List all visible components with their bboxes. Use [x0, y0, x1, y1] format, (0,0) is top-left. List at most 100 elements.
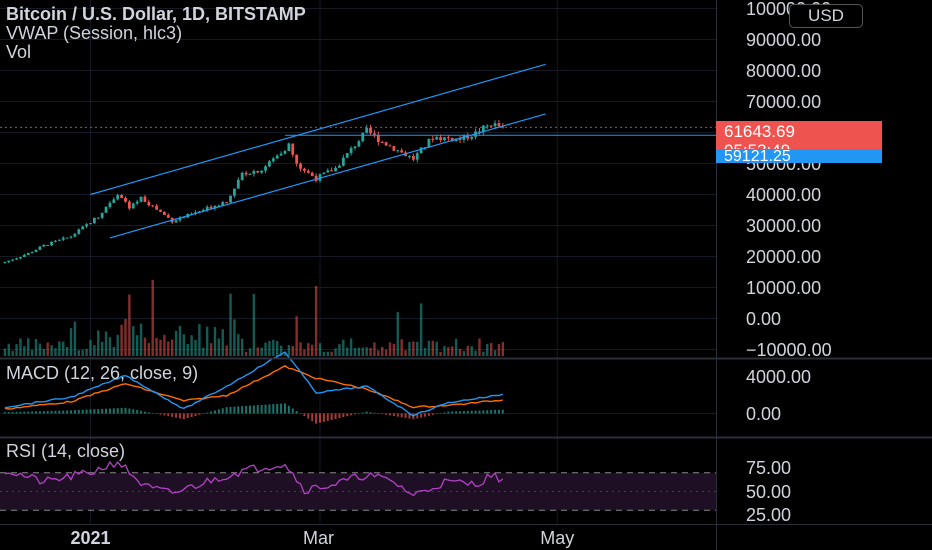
volume-bar: [346, 347, 349, 356]
macd-legend[interactable]: MACD (12, 26, close, 9): [6, 363, 199, 383]
macd-histogram-bar: [486, 410, 489, 414]
macd-histogram-bar: [182, 413, 185, 420]
macd-histogram-bar: [291, 408, 294, 414]
candle-body: [291, 143, 295, 155]
macd-histogram-bar: [490, 410, 493, 414]
candle-body: [19, 256, 22, 259]
volume-bar: [318, 343, 322, 356]
macd-histogram-bar: [303, 413, 306, 417]
volume-bar: [190, 335, 193, 356]
macd-histogram-bar: [167, 413, 170, 417]
macd-histogram-bar: [237, 406, 240, 414]
symbol-title[interactable]: Bitcoin / U.S. Dollar, 1D, BITSTAMP: [6, 4, 306, 24]
volume-bar: [482, 351, 485, 356]
macd-histogram-bar: [128, 408, 131, 414]
macd-histogram-bar: [140, 410, 143, 414]
macd-histogram-bar: [420, 413, 423, 418]
macd-histogram-bar: [19, 411, 22, 414]
volume-bar: [291, 345, 294, 356]
volume-bar: [435, 341, 438, 356]
channel-drawings[interactable]: [0, 63, 716, 239]
price-tick-label: 80000.00: [746, 60, 822, 81]
candle-body: [365, 127, 369, 133]
macd-histogram-bar: [198, 413, 201, 415]
volume-bar: [396, 312, 399, 356]
macd-pane[interactable]: [0, 351, 716, 424]
macd-histogram-bar: [217, 409, 220, 414]
macd-line: [4, 351, 504, 417]
macd-tick-label: 0.00: [746, 403, 782, 424]
macd-histogram-bar: [175, 413, 178, 418]
macd-histogram-bar: [210, 411, 213, 414]
macd-histogram-bar: [439, 413, 442, 414]
candle-body: [174, 220, 178, 223]
macd-histogram-bar: [38, 411, 41, 414]
macd-histogram-bar: [85, 409, 88, 414]
volume-bar: [229, 293, 232, 356]
price-tick-label: 20000.00: [746, 246, 822, 267]
volume-bar: [170, 339, 174, 356]
candle-body: [89, 223, 92, 225]
channel-upper-line: [90, 63, 546, 196]
candle-body: [493, 123, 497, 127]
volume-bar: [27, 338, 30, 356]
macd-histogram-bar: [272, 404, 275, 414]
volume-bar: [427, 340, 431, 356]
volume-bar: [100, 341, 104, 356]
macd-histogram-bar: [381, 413, 384, 415]
candle-body: [162, 211, 166, 216]
currency-button[interactable]: USD: [789, 4, 863, 28]
macd-histogram-bar: [470, 410, 473, 414]
rsi-pane[interactable]: [0, 460, 716, 511]
volume-bar: [388, 342, 392, 356]
macd-histogram-bar: [163, 413, 166, 416]
grid-lines: [0, 0, 716, 523]
volume-bar: [279, 345, 283, 356]
macd-histogram-bar: [357, 413, 360, 414]
candle-body: [77, 229, 81, 234]
macd-histogram-bar: [89, 409, 92, 414]
volume-bar: [3, 348, 7, 356]
macd-histogram-bar: [116, 408, 119, 414]
volume-bar: [93, 345, 96, 356]
volume-legend[interactable]: Vol: [6, 42, 32, 62]
volume-bar: [439, 351, 442, 356]
candle-body: [85, 224, 88, 227]
candle-body: [353, 146, 357, 149]
candle-body: [306, 170, 310, 173]
volume-bar: [73, 321, 77, 356]
candle-body: [92, 217, 96, 224]
volume-bar: [466, 345, 470, 356]
candle-body: [450, 138, 454, 142]
candle-body: [229, 195, 232, 203]
volume-bar: [38, 343, 42, 356]
volume-bar: [42, 348, 45, 356]
price-tick-label: 40000.00: [746, 184, 822, 205]
volume-bar: [489, 343, 493, 356]
candle-body: [439, 137, 442, 141]
volume-bar: [384, 349, 388, 356]
price-candles[interactable]: [3, 120, 505, 264]
candle-body: [54, 240, 57, 242]
candle-body: [178, 217, 182, 221]
vwap-legend[interactable]: VWAP (Session, hlc3): [6, 23, 183, 43]
macd-histogram-bar: [466, 410, 469, 414]
candle-body: [322, 172, 326, 175]
candle-body: [7, 260, 11, 263]
macd-histogram-bar: [159, 413, 162, 415]
volume-bar: [276, 341, 279, 356]
volume-bar: [303, 349, 306, 356]
macd-histogram-bar: [276, 403, 279, 414]
candle-body: [159, 209, 162, 212]
candle-body: [236, 179, 240, 189]
macd-histogram-bar: [318, 413, 321, 423]
candle-body: [248, 173, 252, 175]
volume-bar: [151, 280, 154, 356]
rsi-legend[interactable]: RSI (14, close): [6, 441, 126, 461]
volume-bar: [89, 339, 92, 356]
volume-bar: [30, 349, 34, 356]
macd-histogram-bar: [124, 407, 127, 414]
candle-body: [287, 143, 291, 152]
